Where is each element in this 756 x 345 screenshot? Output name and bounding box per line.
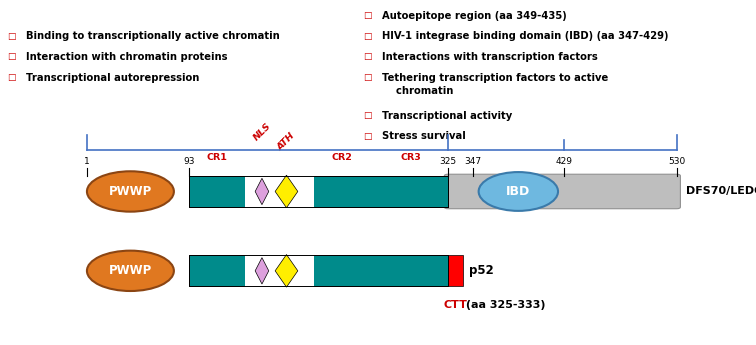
Text: PWWP: PWWP <box>109 185 152 198</box>
FancyBboxPatch shape <box>445 174 680 209</box>
Text: IBD: IBD <box>507 185 531 198</box>
Text: □: □ <box>8 32 16 41</box>
FancyBboxPatch shape <box>190 176 448 207</box>
Text: (aa 325-333): (aa 325-333) <box>462 300 545 310</box>
Ellipse shape <box>479 172 558 211</box>
Text: 93: 93 <box>184 157 195 166</box>
FancyBboxPatch shape <box>245 175 314 208</box>
Text: □: □ <box>8 73 16 82</box>
Text: Transcriptional activity: Transcriptional activity <box>382 111 512 120</box>
Text: DFS70/LEDGF: DFS70/LEDGF <box>686 187 756 196</box>
Text: □: □ <box>363 32 371 41</box>
Text: Stress survival: Stress survival <box>382 131 466 141</box>
Text: 429: 429 <box>556 157 572 166</box>
Text: Transcriptional autorepression: Transcriptional autorepression <box>26 73 200 82</box>
Text: 347: 347 <box>464 157 481 166</box>
Ellipse shape <box>87 250 174 291</box>
Text: Interaction with chromatin proteins: Interaction with chromatin proteins <box>26 52 228 62</box>
Text: □: □ <box>8 52 16 61</box>
Text: Autoepitope region (aa 349-435): Autoepitope region (aa 349-435) <box>382 11 566 20</box>
Text: NLS: NLS <box>252 121 272 142</box>
Ellipse shape <box>87 171 174 211</box>
Polygon shape <box>275 255 298 287</box>
Text: chromatin: chromatin <box>382 87 453 96</box>
Text: □: □ <box>363 73 371 82</box>
Text: CR1: CR1 <box>207 153 228 162</box>
Text: Tethering transcription factors to active: Tethering transcription factors to activ… <box>382 73 608 82</box>
Text: □: □ <box>363 11 371 20</box>
Text: HIV-1 integrase binding domain (IBD) (aa 347-429): HIV-1 integrase binding domain (IBD) (aa… <box>382 31 668 41</box>
FancyBboxPatch shape <box>190 255 448 286</box>
Text: 325: 325 <box>439 157 457 166</box>
Text: □: □ <box>363 52 371 61</box>
Text: CR2: CR2 <box>332 153 352 162</box>
Polygon shape <box>255 178 268 205</box>
Polygon shape <box>275 175 298 208</box>
Text: □: □ <box>363 111 371 120</box>
Text: ATH: ATH <box>276 131 297 152</box>
Text: 530: 530 <box>668 157 685 166</box>
Text: Interactions with transcription factors: Interactions with transcription factors <box>382 52 597 62</box>
Text: 1: 1 <box>84 157 90 166</box>
Polygon shape <box>255 258 268 284</box>
FancyBboxPatch shape <box>448 255 463 286</box>
FancyBboxPatch shape <box>245 255 314 287</box>
Text: PWWP: PWWP <box>109 264 152 277</box>
Text: Binding to transcriptionally active chromatin: Binding to transcriptionally active chro… <box>26 31 280 41</box>
Text: CR3: CR3 <box>401 153 422 162</box>
Text: p52: p52 <box>469 264 494 277</box>
Text: CTT: CTT <box>444 300 468 310</box>
Text: □: □ <box>363 132 371 141</box>
